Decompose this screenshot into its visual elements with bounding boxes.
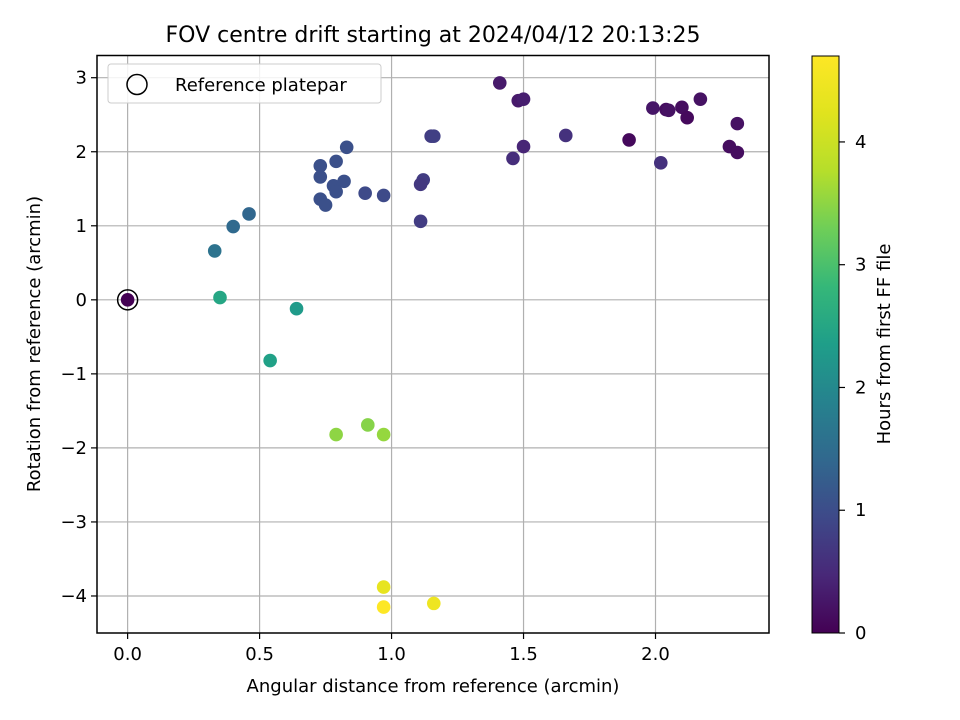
data-point	[646, 101, 660, 115]
data-point	[426, 129, 441, 144]
data-point	[242, 207, 256, 221]
legend-marker-ring-icon	[126, 73, 148, 96]
legend-entry-label: Reference platepar	[175, 75, 347, 96]
x-tick-label: 1.5	[509, 644, 538, 665]
data-point	[329, 154, 343, 169]
data-point	[318, 198, 333, 212]
data-point	[413, 214, 428, 229]
x-tick-label: 1.0	[377, 644, 406, 665]
data-point	[329, 184, 343, 199]
x-tick-label: 0.0	[113, 644, 142, 665]
y-tick-label: 2	[76, 142, 87, 163]
y-axis-label: Rotation from reference (arcmin)	[24, 196, 45, 492]
data-point	[337, 174, 351, 189]
colorbar-tick-label: 2	[855, 377, 866, 398]
data-point	[730, 145, 745, 160]
x-tick-label: 2.0	[641, 644, 670, 665]
plot-frame	[96, 54, 770, 634]
data-point	[693, 92, 708, 106]
data-point	[226, 219, 240, 234]
data-point	[213, 290, 227, 305]
data-point	[426, 596, 441, 611]
legend-box	[107, 63, 382, 104]
data-point	[653, 156, 668, 170]
data-point	[622, 133, 636, 147]
data-point	[516, 92, 531, 106]
colorbar: 0 1 2 3 4 Hours from first FF file	[811, 55, 895, 644]
colorbar-tick-label: 0	[855, 623, 866, 644]
data-point	[289, 301, 304, 316]
data-point	[263, 353, 277, 368]
y-tick-label: −2	[60, 438, 87, 459]
colorbar-label: Hours from first FF file	[874, 244, 895, 445]
colorbar-tick-label: 1	[855, 500, 866, 521]
data-point	[313, 159, 328, 173]
data-point	[730, 116, 745, 131]
data-point	[376, 427, 391, 442]
data-point	[376, 188, 391, 203]
data-point	[680, 110, 694, 125]
data-point	[120, 293, 135, 307]
y-tick-label: −4	[60, 586, 87, 607]
data-point	[358, 186, 372, 201]
data-point	[413, 177, 428, 192]
chart-title: FOV centre drift starting at 2024/04/12 …	[166, 23, 701, 48]
x-axis-label: Angular distance from reference (arcmin)	[247, 676, 620, 697]
data-point	[558, 128, 573, 143]
colorbar-tick-label: 3	[855, 255, 866, 276]
data-point	[661, 103, 676, 118]
colorbar-tick-label: 4	[855, 132, 866, 153]
data-points	[116, 76, 745, 614]
data-point	[339, 140, 354, 155]
data-point	[516, 139, 531, 154]
x-axis-ticks: 0.0 0.5 1.0 1.5 2.0	[113, 633, 670, 665]
colorbar-ticks: 0 1 2 3 4	[839, 132, 866, 644]
legend: Reference platepar	[107, 63, 382, 104]
data-point	[376, 580, 391, 594]
x-tick-label: 0.5	[245, 644, 274, 665]
data-point	[675, 100, 689, 115]
y-tick-label: 1	[76, 216, 87, 237]
data-point	[207, 244, 222, 258]
y-tick-label: −3	[60, 512, 87, 533]
data-point	[313, 170, 328, 184]
colorbar-gradient	[811, 55, 840, 634]
data-point	[376, 600, 391, 614]
reference-platepar-marker	[116, 289, 139, 311]
data-point	[329, 427, 343, 442]
y-axis-ticks: 3 2 1 0 −1 −2 −3 −4	[60, 68, 97, 607]
data-point	[506, 151, 520, 166]
data-point	[361, 418, 375, 432]
y-tick-label: 3	[76, 68, 87, 89]
data-point	[492, 76, 507, 90]
y-tick-label: 0	[76, 290, 87, 311]
y-tick-label: −1	[60, 364, 87, 385]
